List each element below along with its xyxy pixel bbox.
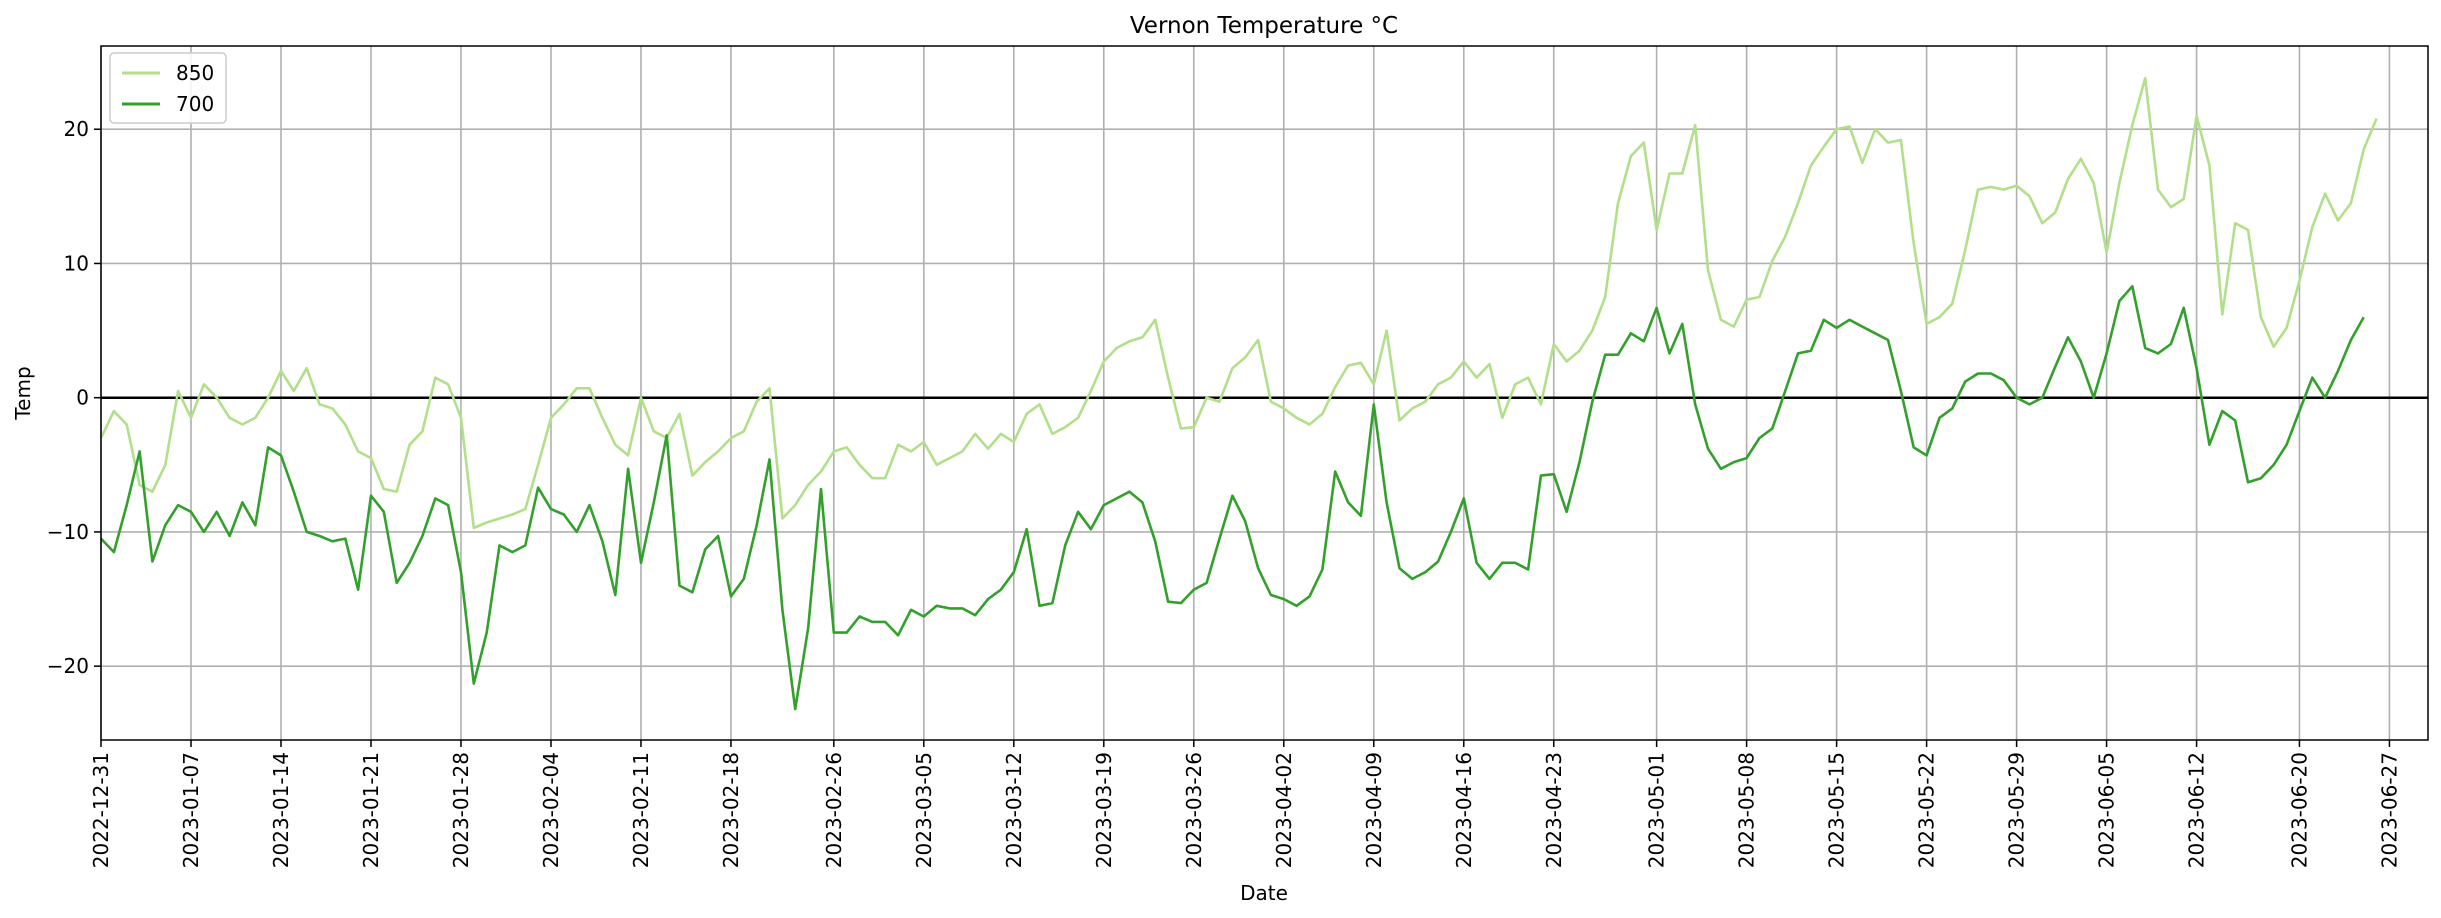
x-tick-label: 2023-02-11: [629, 752, 653, 868]
series-lines: [99, 76, 2378, 711]
x-tick-label: 2023-05-08: [1735, 752, 1759, 868]
x-tick-label: 2023-04-16: [1452, 752, 1476, 868]
x-tick-label: 2023-06-27: [2377, 752, 2401, 868]
x-tick-label: 2023-01-21: [359, 752, 383, 868]
legend-label-700: 700: [176, 92, 214, 116]
y-axis-ticks: −20 −10 0 10 20: [47, 117, 101, 678]
x-tick-label: 2023-04-09: [1362, 752, 1386, 868]
y-tick-label: −10: [47, 520, 89, 544]
x-tick-label: 2022-12-31: [89, 752, 113, 868]
x-tick-label: 2023-01-14: [269, 752, 293, 868]
x-axis-ticks: 2022-12-31 2023-01-07 2023-01-14 2023-01-21…: [89, 740, 2401, 868]
legend-label-850: 850: [176, 61, 214, 85]
series-line-700: [100, 284, 2365, 711]
x-tick-label: 2023-02-18: [719, 752, 743, 868]
x-tick-label: 2023-05-01: [1645, 752, 1669, 868]
x-tick-label: 2023-05-15: [1825, 752, 1849, 868]
x-tick-label: 2023-01-28: [449, 752, 473, 868]
x-tick-label: 2023-03-12: [1002, 752, 1026, 868]
y-tick-label: 20: [64, 117, 89, 141]
x-axis-label: Date: [1240, 881, 1288, 905]
plot-frame: [100, 45, 2429, 741]
y-tick-label: 10: [64, 251, 89, 275]
chart-title: Vernon Temperature °C: [1130, 13, 1398, 39]
series-line-850: [99, 76, 2378, 530]
grid: [100, 46, 2428, 740]
x-tick-label: 2023-05-29: [2005, 752, 2029, 868]
x-tick-label: 2023-06-05: [2095, 752, 2119, 868]
y-axis-label: Temp: [11, 366, 35, 420]
x-tick-label: 2023-05-22: [1915, 752, 1939, 868]
x-tick-label: 2023-06-20: [2287, 752, 2311, 868]
x-tick-label: 2023-02-04: [539, 752, 563, 868]
x-tick-label: 2023-03-26: [1182, 752, 1206, 868]
legend: 850 700: [109, 52, 227, 124]
x-tick-label: 2023-02-26: [822, 752, 846, 868]
x-tick-label: 2023-06-12: [2185, 752, 2209, 868]
x-tick-label: 2023-03-05: [912, 752, 936, 868]
x-tick-label: 2023-01-07: [179, 752, 203, 868]
y-tick-label: 0: [76, 386, 89, 410]
x-tick-label: 2023-03-19: [1092, 752, 1116, 868]
x-tick-label: 2023-04-02: [1272, 752, 1296, 868]
y-tick-label: −20: [47, 654, 89, 678]
x-tick-label: 2023-04-23: [1542, 752, 1566, 868]
